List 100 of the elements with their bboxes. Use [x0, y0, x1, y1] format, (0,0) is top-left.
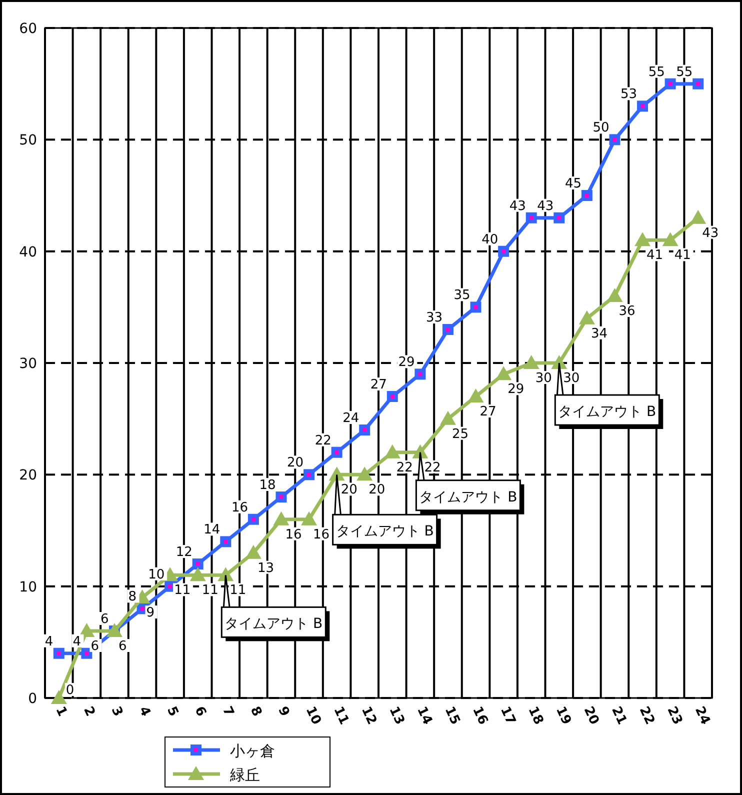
point: [276, 492, 287, 502]
point: [359, 424, 370, 436]
data-label: 16: [313, 527, 330, 542]
data-label: 22: [396, 460, 413, 476]
data-label: 22: [314, 433, 332, 448]
data-label: 16: [285, 527, 302, 542]
point: [106, 623, 122, 637]
data-label: 9: [146, 606, 155, 620]
point: [440, 410, 456, 425]
annotation: タイムアウト B: [558, 404, 656, 420]
point: [468, 388, 484, 402]
point: [581, 190, 592, 201]
data-label: 41: [674, 248, 691, 264]
point: [53, 648, 64, 659]
point: [690, 210, 706, 224]
point: [192, 558, 204, 570]
point: [662, 232, 678, 246]
data-label: 40: [482, 232, 498, 248]
point: [664, 78, 676, 90]
x-tick-label: 11: [330, 704, 352, 728]
data-label: 22: [424, 460, 441, 476]
data-label: 27: [480, 404, 496, 420]
point: [496, 366, 512, 380]
data-label: 29: [398, 355, 415, 370]
data-label: 11: [174, 583, 191, 598]
data-label: 43: [509, 198, 526, 214]
legend-label: 小ヶ倉: [230, 742, 275, 760]
data-label: 10: [148, 567, 165, 582]
x-tick-label: 9: [274, 704, 292, 719]
point: [523, 355, 540, 369]
point: [331, 446, 342, 458]
x-tick-label: 24: [691, 704, 713, 728]
data-label: 30: [563, 371, 580, 386]
data-label: 36: [618, 304, 636, 319]
data-label: 20: [287, 456, 304, 471]
legend-label: 緑丘: [229, 766, 260, 784]
data-label: 8: [128, 590, 137, 605]
x-tick-label: 14: [414, 704, 435, 728]
data-label: 43: [702, 226, 719, 241]
data-label: 13: [257, 560, 274, 576]
x-tick-label: 23: [664, 704, 685, 728]
point: [609, 134, 620, 146]
data-label: 20: [368, 482, 386, 498]
x-tick-label: 19: [552, 704, 574, 728]
data-label: 55: [676, 64, 693, 80]
x-tick-label: 3: [108, 704, 126, 719]
point: [498, 246, 510, 257]
y-tick-label: 30: [19, 356, 37, 372]
data-label: 4: [72, 634, 81, 650]
x-tick-label: 10: [302, 704, 324, 728]
annotation: タイムアウト B: [336, 524, 434, 540]
point: [384, 444, 400, 458]
point: [386, 391, 398, 402]
y-tick-label: 50: [19, 132, 37, 149]
x-tick-label: 1: [52, 704, 70, 719]
x-tick-label: 12: [358, 704, 380, 728]
y-tick-label: 40: [19, 244, 37, 260]
data-label: 34: [590, 326, 608, 342]
point: [526, 212, 537, 224]
data-label: 29: [508, 382, 524, 398]
point: [442, 324, 454, 335]
data-label: 45: [564, 176, 582, 192]
x-tick-label: 18: [524, 704, 546, 728]
x-tick-label: 17: [496, 704, 518, 728]
point: [637, 100, 648, 112]
data-label: 30: [535, 371, 552, 386]
data-label: 4: [44, 634, 54, 650]
x-tick-label: 6: [191, 704, 209, 719]
y-tick-label: 60: [19, 21, 37, 37]
point: [356, 466, 373, 481]
point: [578, 310, 595, 324]
x-tick-label: 4: [136, 704, 154, 719]
point: [304, 469, 315, 480]
point: [190, 567, 206, 582]
y-tick-label: 20: [19, 468, 37, 484]
data-label: 6: [118, 639, 127, 654]
data-label: 18: [259, 478, 276, 493]
point: [414, 368, 426, 380]
point: [245, 544, 262, 559]
point: [606, 288, 623, 302]
x-tick-label: 15: [441, 704, 463, 728]
data-label: 41: [646, 248, 664, 264]
x-tick-label: 2: [80, 704, 98, 719]
point: [301, 511, 318, 526]
data-label: 53: [620, 87, 638, 102]
x-tick-label: 21: [608, 704, 630, 728]
annotation: タイムアウト B: [224, 616, 323, 632]
data-label: 11: [230, 583, 246, 598]
x-tick-label: 22: [636, 704, 658, 728]
y-tick-label: 10: [19, 579, 37, 596]
x-tick-label: 8: [246, 704, 264, 719]
point: [634, 232, 651, 246]
point: [554, 212, 565, 224]
data-label: 25: [452, 426, 469, 442]
point: [248, 514, 259, 525]
data-label: 11: [202, 583, 218, 598]
data-label: 6: [100, 612, 109, 627]
data-label: 27: [370, 378, 387, 392]
point: [470, 302, 482, 313]
data-label: 6: [90, 639, 99, 654]
